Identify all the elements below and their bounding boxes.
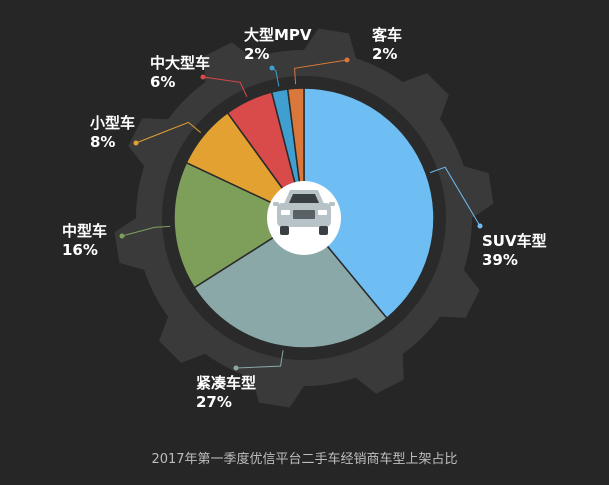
leader-dot-5: [269, 65, 275, 71]
car-mirror-left: [273, 202, 279, 206]
leader-dot-6: [344, 57, 350, 63]
slice-label-name-6: 客车: [371, 26, 402, 44]
car-grille: [293, 210, 315, 219]
slice-label-value-4: 6%: [150, 73, 175, 91]
leader-lines: [119, 57, 483, 371]
slice-labels: SUV车型39%紧凑车型27%中型车16%小型车8%中大型车6%大型MPV2%客…: [62, 26, 547, 411]
slice-label-name-0: SUV车型: [482, 232, 547, 250]
slice-label-name-5: 大型MPV: [244, 26, 312, 44]
pie-slice-2: [173, 161, 306, 289]
leader-dot-0: [477, 223, 483, 229]
slice-label-value-2: 16%: [62, 241, 98, 259]
pie-slice-0: [303, 87, 435, 320]
pie-slice-1: [193, 217, 388, 349]
slice-label-value-1: 27%: [196, 393, 232, 411]
slice-label-value-0: 39%: [482, 251, 518, 269]
leader-line-3: [135, 121, 202, 144]
slice-label-value-3: 8%: [90, 133, 115, 151]
leader-line-2: [121, 225, 171, 237]
car-wheel-left: [280, 226, 289, 235]
leader-dot-4: [200, 74, 206, 80]
leader-line-0: [429, 166, 481, 227]
slice-label-name-2: 中型车: [62, 222, 107, 240]
car-headlight-right: [318, 210, 327, 215]
car-mirror-right: [329, 202, 335, 206]
slice-label-value-5: 2%: [244, 45, 269, 63]
car-headlight-left: [281, 210, 290, 215]
slice-label-name-1: 紧凑车型: [196, 374, 256, 392]
chart-title: 2017年第一季度优信平台二手车经销商车型上架占比: [151, 452, 458, 467]
leader-line-4: [202, 76, 248, 97]
leader-line-1: [235, 350, 284, 369]
leader-dot-1: [233, 365, 239, 371]
car-front-icon: [267, 181, 341, 255]
car-windshield: [289, 194, 319, 203]
leader-dot-2: [119, 233, 125, 239]
car-wheel-right: [319, 226, 328, 235]
leader-dot-3: [133, 140, 139, 146]
slice-label-name-4: 中大型车: [150, 54, 210, 72]
slice-label-name-3: 小型车: [90, 114, 135, 132]
leader-line-6: [294, 59, 348, 85]
slice-label-value-6: 2%: [372, 45, 397, 63]
